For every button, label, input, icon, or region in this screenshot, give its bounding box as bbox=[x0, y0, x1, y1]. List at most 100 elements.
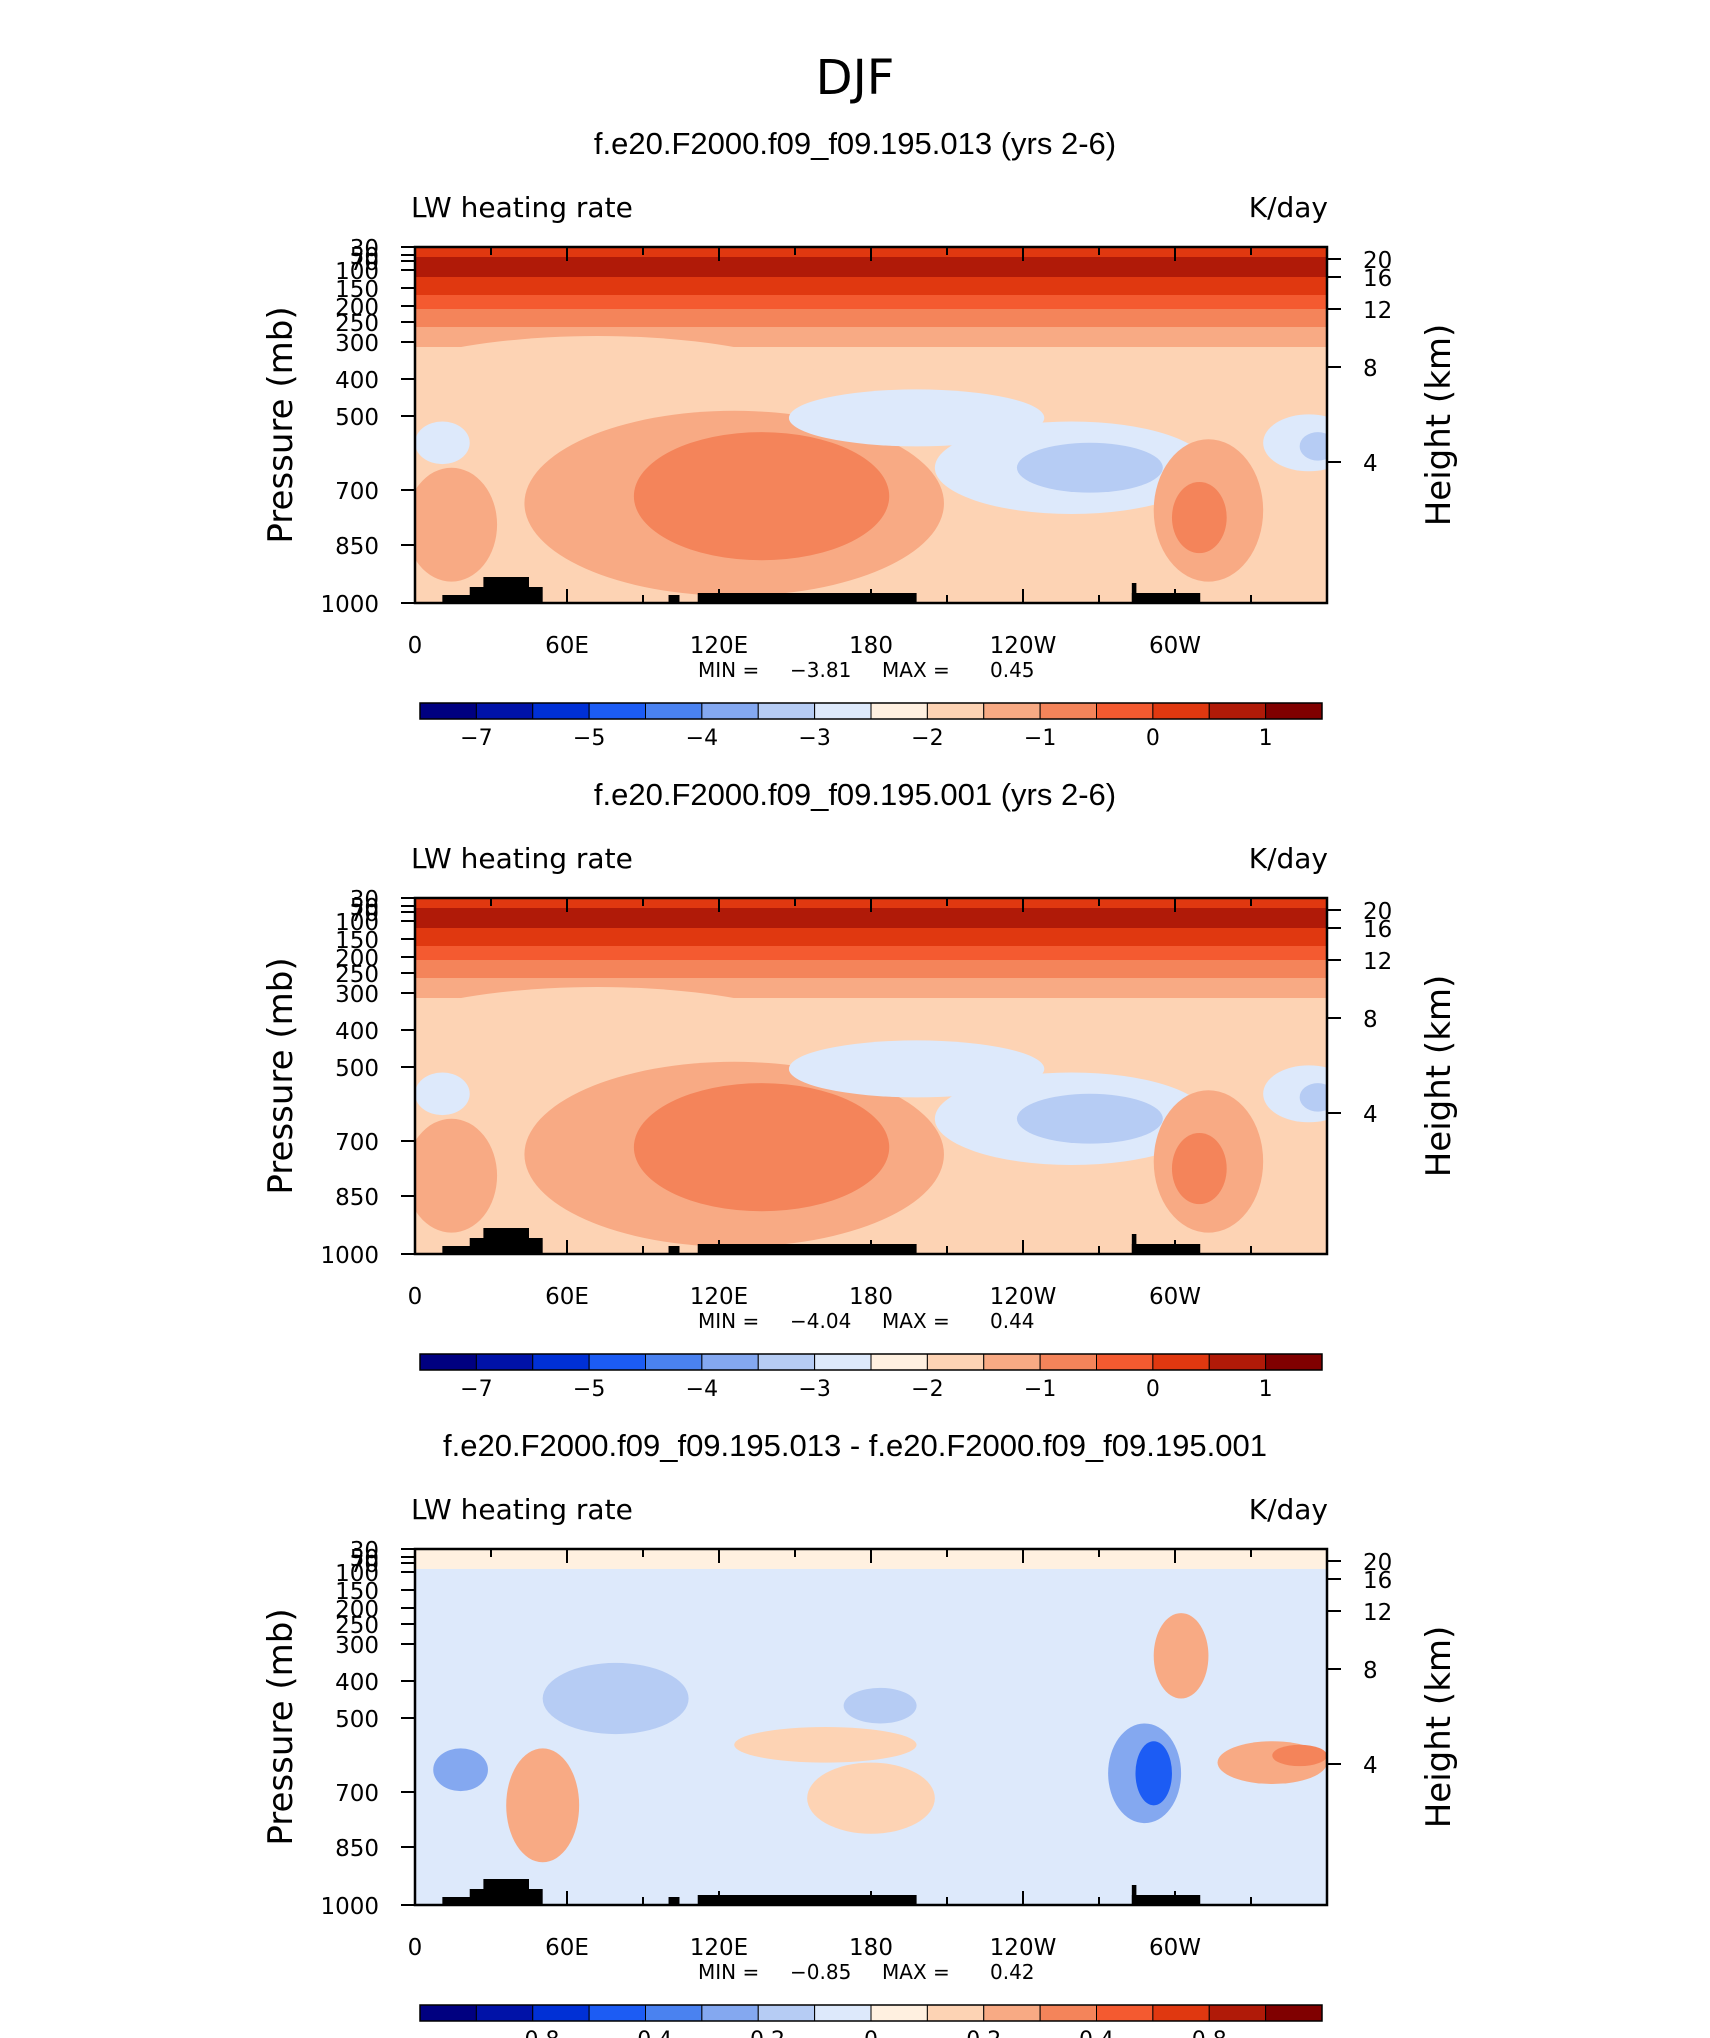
height-tick-label: 8 bbox=[1363, 1007, 1378, 1033]
max-label: MAX = bbox=[882, 658, 950, 682]
right-label: K/day bbox=[1249, 842, 1328, 875]
topography bbox=[697, 1895, 917, 1905]
lon-tick-label: 0 bbox=[408, 1284, 423, 1310]
colorbar-swatch bbox=[757, 2004, 816, 2022]
lon-tick-label: 60E bbox=[545, 1284, 589, 1310]
colorbar-swatch bbox=[983, 702, 1041, 720]
colorbar-frame bbox=[419, 1353, 1323, 1371]
colorbar-swatch bbox=[1039, 2004, 1097, 2022]
contour-region bbox=[1016, 1093, 1163, 1144]
height-tick-label: 4 bbox=[1363, 1753, 1378, 1779]
pressure-tick-label: 200 bbox=[335, 295, 379, 321]
colorbar-swatch bbox=[588, 702, 646, 720]
lon-tick-label: 120W bbox=[990, 1284, 1057, 1310]
colorbar-label: −5 bbox=[573, 726, 605, 751]
colorbar-swatch bbox=[475, 702, 534, 720]
colorbar-swatch bbox=[814, 2004, 872, 2022]
contour-region bbox=[788, 1040, 1045, 1098]
pressure-tick-label: 30 bbox=[350, 887, 379, 913]
topography bbox=[1131, 593, 1201, 603]
colorbar-label: 0.8 bbox=[1192, 2028, 1227, 2038]
height-tick-label: 16 bbox=[1363, 917, 1392, 943]
colorbar-swatch bbox=[1265, 702, 1323, 720]
colorbar-label: −7 bbox=[460, 1377, 492, 1402]
colorbar-swatch bbox=[983, 2004, 1041, 2022]
colorbar-swatch bbox=[870, 2004, 928, 2022]
colorbar-label: −0.2 bbox=[732, 2028, 785, 2038]
colorbar-swatch bbox=[532, 1353, 590, 1371]
colorbar-swatch bbox=[1152, 702, 1210, 720]
panels: f.e20.F2000.f09_f09.195.013 (yrs 2-6) LW … bbox=[261, 126, 1459, 2038]
height-tick-label: 12 bbox=[1363, 949, 1392, 975]
colorbar-swatch bbox=[926, 1353, 985, 1371]
contour-region bbox=[433, 1748, 488, 1792]
contour-region bbox=[415, 421, 470, 465]
figure-title: DJF bbox=[816, 50, 895, 106]
colorbar-swatch bbox=[1208, 1353, 1267, 1371]
pressure-tick-label: 500 bbox=[335, 1056, 379, 1082]
min-value: −3.81 bbox=[790, 658, 851, 682]
height-tick-label: 4 bbox=[1363, 1102, 1378, 1128]
lon-tick-label: 120E bbox=[690, 1935, 748, 1961]
contour-region bbox=[1299, 432, 1327, 461]
y2-axis-title: Height (km) bbox=[1419, 975, 1459, 1178]
colorbar-swatch bbox=[701, 702, 759, 720]
min-value: −0.85 bbox=[790, 1960, 851, 1984]
pressure-tick-label: 50 bbox=[350, 244, 379, 270]
pressure-tick-label: 250 bbox=[335, 1613, 379, 1639]
colorbar-label: −1 bbox=[1024, 726, 1056, 751]
left-label: LW heating rate bbox=[411, 842, 633, 875]
colorbar-swatch bbox=[1208, 702, 1267, 720]
colorbar-swatch bbox=[926, 2004, 985, 2022]
lon-tick-label: 180 bbox=[849, 1284, 893, 1310]
colorbar-swatch bbox=[475, 2004, 534, 2022]
colorbar-swatch bbox=[814, 702, 872, 720]
max-value: 0.45 bbox=[990, 658, 1035, 682]
topography bbox=[1131, 583, 1137, 603]
pressure-tick-label: 500 bbox=[335, 1707, 379, 1733]
topography bbox=[1131, 1244, 1201, 1254]
contour-region bbox=[506, 1748, 580, 1863]
colorbar-label: 1 bbox=[1259, 1377, 1273, 1402]
colorbar-swatch bbox=[870, 1353, 928, 1371]
contour-region bbox=[1153, 1613, 1209, 1699]
colorbar-label: −0.8 bbox=[506, 2028, 559, 2038]
lon-tick-label: 180 bbox=[849, 633, 893, 659]
panel-2: f.e20.F2000.f09_f09.195.001 (yrs 2-6) LW … bbox=[261, 777, 1459, 1402]
min-label: MIN = bbox=[698, 1309, 759, 1333]
lon-tick-label: 60W bbox=[1149, 1935, 1201, 1961]
pressure-tick-label: 700 bbox=[335, 1130, 379, 1156]
colorbar-swatch bbox=[1039, 1353, 1097, 1371]
pressure-tick-label: 150 bbox=[335, 277, 379, 303]
pressure-tick-label: 200 bbox=[335, 946, 379, 972]
colorbar-label: 1 bbox=[1259, 726, 1273, 751]
colorbar-label: 0.4 bbox=[1079, 2028, 1114, 2038]
colorbar-swatch bbox=[701, 1353, 759, 1371]
pressure-tick-label: 850 bbox=[335, 1185, 379, 1211]
right-label: K/day bbox=[1249, 1493, 1328, 1526]
height-tick-label: 20 bbox=[1363, 1550, 1392, 1576]
contour-field bbox=[415, 1549, 1327, 1905]
height-tick-label: 12 bbox=[1363, 298, 1392, 324]
strat-band bbox=[415, 309, 1327, 327]
min-label: MIN = bbox=[698, 1960, 759, 1984]
colorbar-swatch bbox=[532, 2004, 590, 2022]
left-label: LW heating rate bbox=[411, 191, 633, 224]
strat-band bbox=[415, 946, 1327, 960]
contour-region bbox=[415, 1072, 470, 1116]
panel-1: f.e20.F2000.f09_f09.195.013 (yrs 2-6) LW … bbox=[261, 126, 1459, 751]
lon-tick-label: 60W bbox=[1149, 1284, 1201, 1310]
colorbar-label: 0 bbox=[1146, 726, 1160, 751]
pressure-tick-label: 30 bbox=[350, 1538, 379, 1564]
pressure-tick-label: 150 bbox=[335, 1579, 379, 1605]
height-tick-label: 20 bbox=[1363, 248, 1392, 274]
colorbar-frame bbox=[419, 2004, 1323, 2022]
pressure-tick-label: 400 bbox=[335, 1019, 379, 1045]
colorbar-swatch bbox=[701, 2004, 759, 2022]
pressure-tick-label: 100 bbox=[335, 910, 379, 936]
topography bbox=[1131, 1234, 1137, 1254]
colorbar-swatch bbox=[588, 1353, 646, 1371]
panel-title: f.e20.F2000.f09_f09.195.013 (yrs 2-6) bbox=[594, 126, 1116, 161]
contour-region bbox=[788, 389, 1045, 447]
colorbar-label: −2 bbox=[911, 726, 943, 751]
